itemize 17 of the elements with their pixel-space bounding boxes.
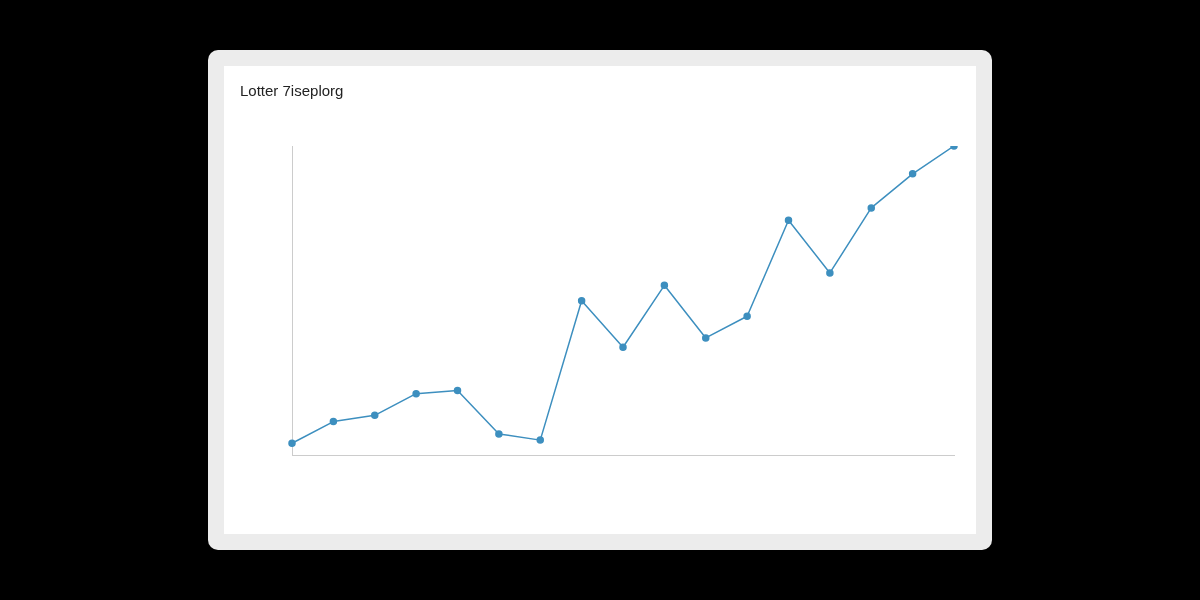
point [660, 281, 669, 290]
chart-title: Lotter 7iseplorg [240, 82, 344, 99]
point [908, 170, 917, 178]
point [867, 204, 875, 212]
point [826, 269, 834, 277]
point [329, 417, 338, 426]
point [702, 334, 710, 342]
point [495, 430, 503, 438]
point [784, 216, 793, 225]
point [536, 436, 544, 444]
point [412, 389, 420, 398]
point [577, 297, 586, 305]
point [743, 312, 751, 321]
point [453, 386, 462, 395]
point [288, 439, 296, 447]
point [371, 411, 379, 420]
point [619, 343, 627, 351]
